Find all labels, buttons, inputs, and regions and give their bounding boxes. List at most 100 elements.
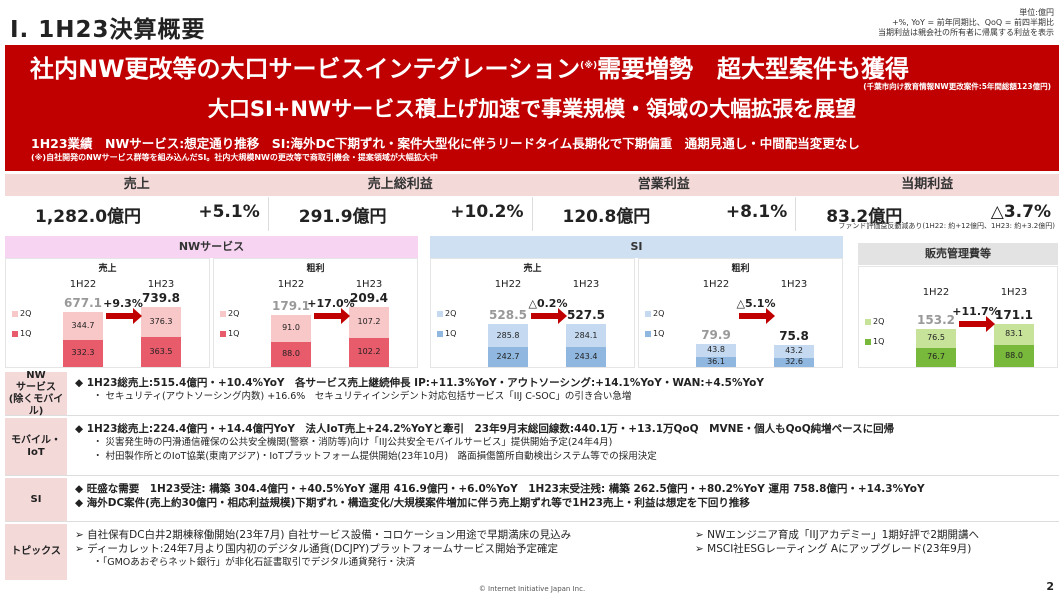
bar-1q: 242.7 — [488, 347, 528, 367]
growth-rate: +17.0% — [307, 297, 355, 310]
chart-panel: 売上 1H22 1H23 2Q 1Q 242.7 285.8 528.5 243.4 2… — [430, 258, 635, 368]
bar-value: 344.7 — [71, 320, 95, 330]
kpi-change: +8.1% — [725, 202, 788, 222]
kpi-value-row: 1,282.0億円 +5.1% 291.9億円 +10.2% 120.8億円 +8.1… — [5, 197, 1059, 231]
bar-2q: 284.1 — [566, 323, 606, 348]
panel-title: 売上 — [98, 264, 117, 274]
chart-panel: 粗利 1H22 1H23 2Q 1Q 36.1 43.8 79.9 32.6 43.2 7… — [638, 258, 843, 368]
kpi-revenue: 1,282.0億円 +5.1% — [5, 197, 269, 231]
headline-sub: 大口SI+NWサービス積上げ加速で事業規模・領域の大幅拡張を展望 — [207, 97, 857, 121]
row-line: ◆ 1H23総売上:515.4億円・+10.4%YoY 各サービス売上継続伸長 … — [75, 377, 764, 389]
kpi-label: 売上総利益 — [367, 177, 433, 192]
growth-rate: +11.7% — [952, 305, 1000, 318]
kpi-label: 営業利益 — [637, 177, 690, 192]
bar-value: 376.3 — [149, 316, 173, 326]
row-label: トピックス — [5, 524, 67, 580]
row-line: ・ セキュリティ(アウトソーシング内数) +16.6% セキュリティインシデント… — [93, 391, 632, 402]
legend-1q: 1Q — [865, 337, 884, 346]
growth-rate: △5.1% — [736, 297, 776, 310]
bar-total: 528.5 — [489, 307, 527, 322]
kpi-change: +5.1% — [198, 202, 260, 222]
kpi-net-income: 83.2億円 △3.7% ファンド評価益反動減あり(1H22: 約+12億円、1H2… — [796, 197, 1059, 231]
bar-value: 43.8 — [707, 345, 725, 355]
legend-label: 2Q — [653, 309, 665, 318]
unit-notes: 単位:億円 +%, YoY = 前年同期比、QoQ = 前四半期比 当期利益は親… — [878, 8, 1054, 38]
headline-part: 社内NW更改等の大口サービスインテグレーション — [30, 55, 581, 83]
kpi-change: △3.7% — [990, 202, 1051, 222]
chart-panel: 粗利 1H22 1H23 2Q 1Q 88.0 91.0 179.1 102.2 107… — [213, 258, 418, 368]
kpi-footnote: ファンド評価益反動減あり(1H22: 約+12億円、1H23: 約+3.2億円) — [838, 222, 1055, 230]
legend-1q: 1Q — [220, 329, 239, 338]
bar-1q: 363.5 — [141, 337, 181, 367]
bar-total: 677.1 — [64, 295, 102, 310]
summary-footnote: (※)自社開発のNWサービス群等を組み込んだSI。社内大規模NWの更改等で商取引… — [31, 153, 438, 162]
kpi-header-row: 売上 売上総利益 営業利益 当期利益 — [5, 174, 1059, 196]
bar-total: 79.9 — [701, 327, 731, 342]
bar-total: 153.2 — [917, 312, 955, 327]
bar-value: 243.4 — [574, 352, 598, 362]
panel-title: 粗利 — [306, 264, 325, 274]
period-label: 1H22 — [922, 287, 950, 298]
bar-value: 332.3 — [71, 348, 95, 358]
period-label: 1H23 — [355, 279, 383, 290]
panel-title: 粗利 — [731, 264, 750, 274]
topic-line: ・「GMOあおぞらネット銀行」が非化石証書取引でデジタル通貨発行・決済 — [93, 557, 416, 568]
note-line: 単位:億円 — [1019, 8, 1054, 17]
legend-2q: 2Q — [437, 309, 456, 318]
detail-row-nw: NW サービス (除くモバイル) ◆ 1H23総売上:515.4億円・+10.4… — [5, 370, 1059, 417]
bar-value: 83.1 — [1005, 329, 1023, 339]
period-label: 1H22 — [702, 279, 730, 290]
bar-total: 171.1 — [995, 308, 1033, 323]
row-content: ◆ 旺盛な需要 1H23受注: 構築 304.4億円・+40.5%YoY 運用 … — [75, 482, 925, 510]
growth-rate: △0.2% — [528, 297, 568, 310]
bar-2q: 43.8 — [696, 343, 736, 357]
legend-label: 2Q — [873, 317, 885, 326]
topics-right: ➢ NWエンジニア育成「IIJアカデミー」1期好評で2期開講へ ➢ MSCI社E… — [695, 528, 979, 556]
kpi-amount: 291.9億円 — [298, 207, 387, 227]
legend-label: 2Q — [20, 309, 32, 318]
kpi-change: +10.2% — [450, 202, 524, 222]
page-number: 2 — [1046, 580, 1054, 593]
bar-value: 363.5 — [149, 347, 173, 357]
bar-value: 284.1 — [574, 330, 598, 340]
legend-label: 2Q — [445, 309, 457, 318]
kpi-amount: 1,282.0億円 — [35, 207, 142, 227]
bar-1q: 332.3 — [63, 339, 103, 367]
headline-footnote-mark: (※) — [580, 61, 598, 71]
growth-arrow — [739, 308, 775, 324]
legend-2q: 2Q — [12, 309, 31, 318]
bar-1q: 32.6 — [774, 357, 814, 367]
topics-left: ➢ 自社保有DC白井2期棟稼働開始(23年7月) 自社サービス設備・コロケーショ… — [75, 528, 571, 570]
period-label: 1H23 — [147, 279, 175, 290]
legend-2q: 2Q — [865, 317, 884, 326]
page-title: Ⅰ. 1H23決算概要 — [10, 17, 206, 43]
row-label: NW サービス (除くモバイル) — [5, 370, 67, 417]
bar-total: 527.5 — [567, 307, 605, 322]
growth-arrow — [106, 308, 142, 324]
kpi-amount: 120.8億円 — [562, 207, 651, 227]
headline-note: (千葉市向け教育情報NW更改案件:5年間総額123億円) — [863, 82, 1051, 91]
row-label: SI — [5, 478, 67, 521]
bar-2q: 107.2 — [349, 306, 389, 338]
headline-part: 需要増勢 超大型案件も獲得 — [597, 55, 910, 83]
growth-arrow — [959, 316, 995, 332]
bar-1q: 88.0 — [271, 341, 311, 367]
bar-value: 76.7 — [927, 352, 945, 362]
growth-rate: +9.3% — [103, 297, 143, 310]
kpi-operating-profit: 120.8億円 +8.1% — [533, 197, 797, 231]
bar-value: 43.2 — [785, 346, 803, 356]
bar-1q: 102.2 — [349, 337, 389, 367]
bar-value: 102.2 — [357, 347, 381, 357]
detail-row-mobile: モバイル・ IoT ◆ 1H23総売上:224.4億円・+14.4億円YoY 法… — [5, 418, 1059, 476]
bar-value: 88.0 — [282, 349, 300, 359]
bar-2q: 43.2 — [774, 345, 814, 358]
legend-1q: 1Q — [12, 329, 31, 338]
note-line: +%, YoY = 前年同期比、QoQ = 前四半期比 — [891, 18, 1054, 27]
topic-line: ➢ 自社保有DC白井2期棟稼働開始(23年7月) 自社サービス設備・コロケーショ… — [75, 529, 572, 541]
topic-line: ➢ MSCI社ESGレーティング Aにアップグレード(23年9月) — [695, 543, 972, 555]
bar-value: 91.0 — [282, 323, 300, 333]
panel-title: 売上 — [523, 264, 542, 274]
row-line: ◆ 1H23総売上:224.4億円・+14.4億円YoY 法人IoT売上+24.… — [75, 423, 895, 435]
detail-row-si: SI ◆ 旺盛な需要 1H23受注: 構築 304.4億円・+40.5%YoY … — [5, 478, 1059, 522]
bar-total: 739.8 — [142, 290, 180, 305]
